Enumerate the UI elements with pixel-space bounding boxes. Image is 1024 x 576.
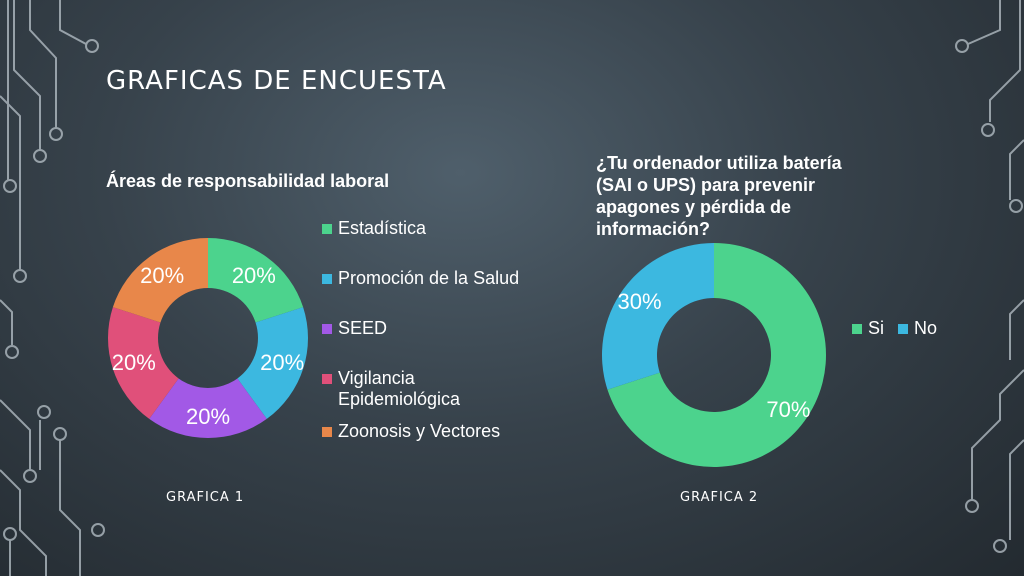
chart-1-label-seed: 20% <box>186 404 230 429</box>
legend-item-vigilancia-epidemiologica: Vigilancia Epidemiológica <box>322 368 488 410</box>
chart-2-slice-no <box>602 243 714 390</box>
legend-swatch <box>322 427 332 437</box>
legend-swatch <box>898 323 909 334</box>
chart-2-label-no: 30% <box>618 289 662 314</box>
legend-item-zoonosis-y-vectores: Zoonosis y Vectores <box>322 421 500 442</box>
chart-1-label-zoonosis-y-vectores: 20% <box>140 263 184 288</box>
legend-item-seed: SEED <box>322 318 387 339</box>
caption-grafica-1: GRAFICA 1 <box>166 490 245 505</box>
chart-1-slice-vigilancia-epidemiologica <box>108 307 179 419</box>
chart-2-label-si: 70% <box>766 397 810 422</box>
legend-label: Si <box>868 318 885 338</box>
legend-label: Vigilancia Epidemiológica <box>338 368 461 409</box>
legend-label: Zoonosis y Vectores <box>338 421 501 441</box>
chart-2-slice-si <box>607 243 827 467</box>
chart-1-slice-seed <box>149 378 267 438</box>
chart-2-title: ¿Tu ordenador utiliza batería (SAI o UPS… <box>596 153 842 239</box>
chart-1-title: Áreas de responsabilidad laboral <box>106 171 390 191</box>
legend-swatch <box>322 274 332 284</box>
chart-1-label-promocion-de-la-salud: 20% <box>260 350 304 375</box>
legend-swatch <box>322 324 332 334</box>
legend-label: No <box>914 318 938 338</box>
legend-item-estadistica: Estadística <box>322 218 426 239</box>
caption-grafica-2: GRAFICA 2 <box>680 490 759 505</box>
chart-1-slice-estadistica <box>208 238 304 323</box>
chart-2-legend: Si No <box>852 318 937 339</box>
legend-swatch <box>852 323 862 334</box>
legend-label: Promoción de la Salud <box>338 268 520 288</box>
legend-label: SEED <box>338 318 388 338</box>
legend-item-si: Si <box>852 318 884 339</box>
slide-title: GRAFICAS DE ENCUESTA <box>106 66 447 96</box>
legend-swatch <box>322 224 332 234</box>
chart-1-slice-promocion-de-la-salud <box>237 307 308 419</box>
chart-1-label-vigilancia-epidemiologica: 20% <box>112 350 156 375</box>
chart-1-slice-zoonosis-y-vectores <box>112 238 208 323</box>
legend-label: Estadística <box>338 218 427 238</box>
legend-item-promocion-de-la-salud: Promoción de la Salud <box>322 268 519 289</box>
legend-item-no: No <box>898 318 937 339</box>
legend-swatch <box>322 374 332 384</box>
chart-1-label-estadistica: 20% <box>232 263 276 288</box>
